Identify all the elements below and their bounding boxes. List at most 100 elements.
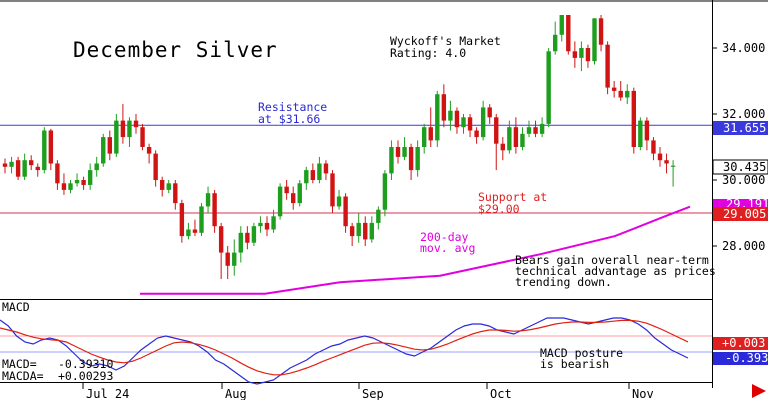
svg-text:+0.003: +0.003: [722, 336, 765, 350]
candle-body: [186, 229, 191, 237]
candle-body: [670, 165, 676, 167]
candle-body: [625, 90, 630, 98]
candle-body: [494, 117, 499, 144]
candle-body: [277, 186, 283, 217]
macd-panel-title: MACD: [2, 300, 30, 314]
candle-body: [133, 120, 139, 128]
candle-body: [539, 123, 545, 134]
macd-line: [0, 317, 689, 385]
candle-body: [68, 183, 73, 190]
candle-body: [618, 90, 623, 98]
candle-body: [415, 147, 420, 171]
time-tick-label: Oct: [490, 387, 512, 400]
candle-body: [376, 209, 381, 223]
candlestick-series: [2, 15, 676, 279]
time-tick-label: Aug: [225, 387, 247, 400]
candle-body: [526, 127, 532, 134]
ma-label-line-2: mov. avg: [420, 241, 475, 255]
candle-body: [657, 153, 663, 161]
moving-average-line: [140, 205, 691, 295]
price-axis: 34.000 32.000 30.000 28.000: [712, 41, 765, 253]
candle-body: [428, 127, 433, 141]
candle-body: [520, 133, 525, 147]
macda-readout-value: +0.00293: [58, 369, 113, 383]
last-price-tag: 30.435: [712, 159, 768, 175]
resistance-label-line-2: at $31.66: [258, 112, 320, 126]
candle-body: [500, 143, 505, 151]
candle-body: [304, 170, 309, 184]
candle-body: [435, 94, 440, 141]
candle-body: [317, 163, 322, 180]
candle-body: [212, 193, 217, 227]
support-price-tag: 29.005: [713, 207, 768, 221]
candle-body: [638, 120, 643, 147]
candle-body: [310, 170, 316, 180]
candle-body: [35, 166, 40, 171]
candle-body: [81, 180, 86, 185]
candle-body: [284, 186, 289, 194]
candle-body: [330, 173, 335, 207]
candle-body: [336, 196, 342, 207]
candle-body: [559, 15, 564, 35]
price-tick-label: 32.000: [722, 107, 765, 121]
price-tick-label: 30.000: [722, 173, 765, 187]
macd-signal-line: [0, 319, 689, 376]
candle-body: [533, 127, 538, 134]
candle-body: [94, 163, 99, 171]
candle-body: [146, 147, 152, 154]
candle-body: [22, 160, 27, 177]
candle-body: [454, 110, 460, 128]
candle-body: [382, 173, 388, 210]
candle-body: [205, 193, 211, 207]
candle-body: [356, 222, 361, 237]
macda-readout-label: MACDA=: [2, 369, 44, 383]
candle-body: [363, 222, 368, 240]
svg-text:29.005: 29.005: [723, 207, 766, 221]
candle-body: [153, 153, 158, 180]
price-tick-label: 34.000: [722, 41, 765, 55]
candle-body: [9, 161, 14, 167]
candle-body: [107, 137, 112, 154]
time-axis: Jul 24 Aug Sep Oct Nov: [82, 383, 654, 400]
candle-body: [264, 222, 270, 230]
bears-note-line-2: technical advantage as prices: [515, 264, 716, 278]
candle-body: [343, 196, 348, 227]
rating-line-1: Wyckoff's Market: [390, 34, 501, 48]
candle-body: [402, 147, 407, 157]
resistance-label-line-1: Resistance: [258, 100, 327, 114]
support-label-line-2: $29.00: [478, 202, 520, 216]
candle-body: [323, 163, 329, 174]
candle-body: [173, 183, 178, 204]
time-tick-label: Nov: [632, 387, 654, 400]
support-label-line-1: Support at: [478, 190, 547, 204]
candle-body: [140, 127, 145, 147]
bears-note-line-3: trending down.: [515, 275, 612, 289]
time-tick-label: Sep: [362, 387, 384, 400]
candle-body: [611, 87, 617, 91]
svg-text:-0.393: -0.393: [725, 351, 768, 365]
red-right-arrow-icon[interactable]: [752, 384, 766, 398]
candle-body: [225, 252, 230, 266]
candle-body: [579, 48, 584, 58]
candle-body: [232, 252, 237, 266]
candle-body: [467, 117, 473, 131]
candle-body: [192, 229, 198, 233]
candle-body: [114, 120, 119, 154]
price-tick-label: 28.000: [722, 239, 765, 253]
candle-body: [199, 206, 204, 233]
candle-body: [566, 15, 571, 52]
macd-posture-line-2: is bearish: [540, 357, 609, 371]
bears-note-line-1: Bears gain overall near-term: [515, 253, 709, 267]
candle-body: [480, 107, 486, 138]
candle-body: [166, 183, 171, 190]
candle-body: [644, 120, 650, 141]
candle-body: [605, 44, 610, 88]
candle-body: [598, 18, 604, 45]
candle-body: [474, 130, 479, 138]
candle-body: [48, 130, 54, 164]
candle-body: [218, 226, 224, 253]
candle-body: [553, 34, 558, 52]
candle-body: [369, 222, 374, 240]
candle-body: [507, 127, 512, 151]
